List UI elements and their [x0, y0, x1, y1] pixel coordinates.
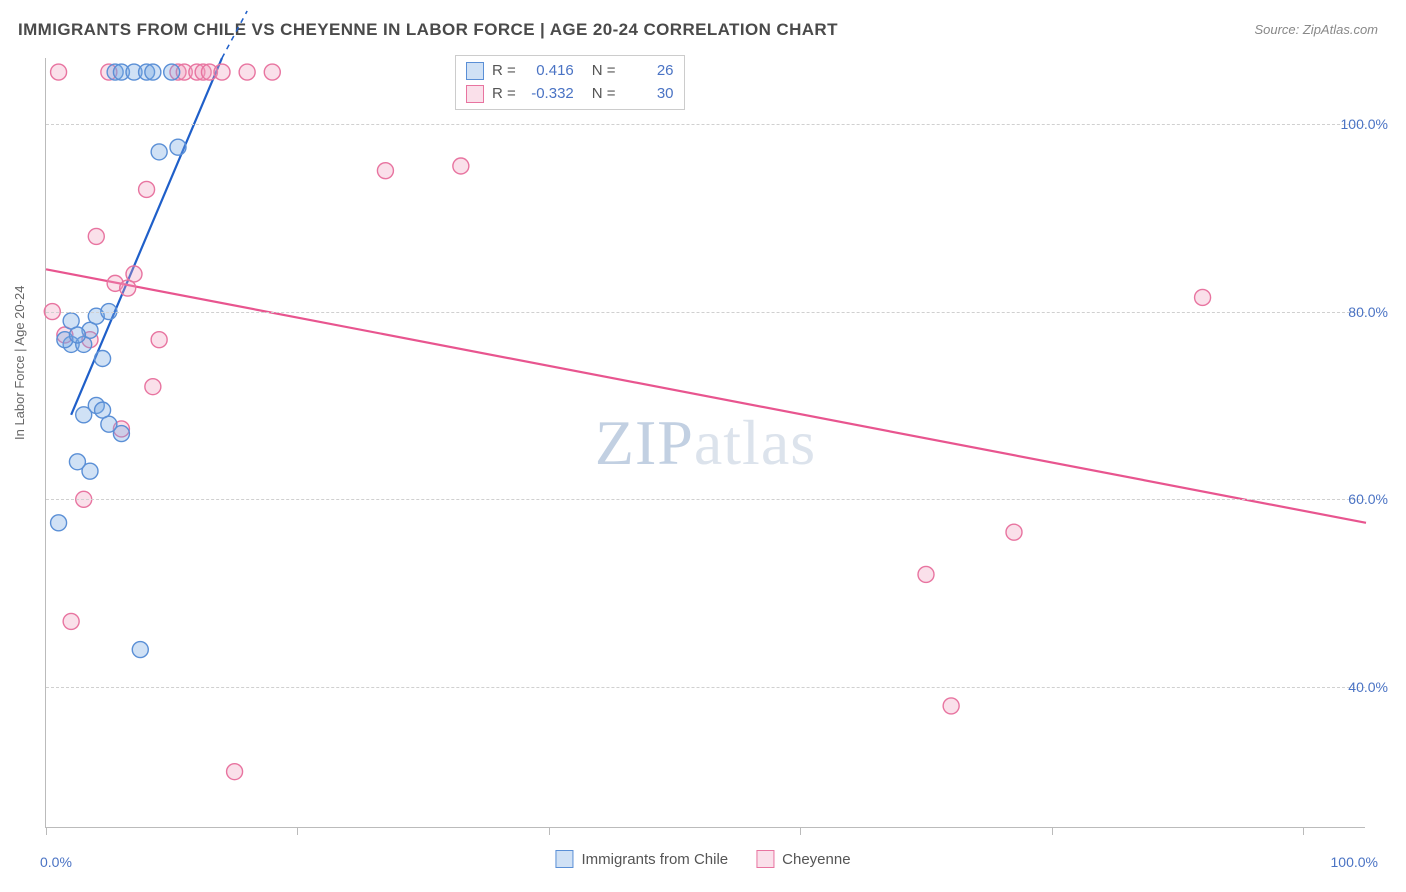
legend-series: Immigrants from Chile Cheyenne [555, 850, 850, 868]
y-axis-label: In Labor Force | Age 20-24 [12, 286, 27, 440]
legend-swatch [756, 850, 774, 868]
x-tick [297, 827, 298, 835]
x-tick-min: 0.0% [40, 854, 72, 870]
data-point [88, 228, 104, 244]
data-point [151, 144, 167, 160]
data-point [943, 698, 959, 714]
data-point [139, 181, 155, 197]
correlation-chart: IMMIGRANTS FROM CHILE VS CHEYENNE IN LAB… [0, 0, 1406, 892]
legend-swatch [466, 62, 484, 80]
data-point [170, 139, 186, 155]
x-tick [800, 827, 801, 835]
data-point [151, 332, 167, 348]
data-point [82, 463, 98, 479]
data-point [264, 64, 280, 80]
chart-title: IMMIGRANTS FROM CHILE VS CHEYENNE IN LAB… [18, 20, 838, 40]
y-tick-label: 80.0% [1348, 304, 1388, 320]
data-point [132, 642, 148, 658]
x-tick [46, 827, 47, 835]
data-point [239, 64, 255, 80]
legend-swatch [555, 850, 573, 868]
data-point [1195, 289, 1211, 305]
legend-r-label: R = [492, 60, 516, 83]
data-point [69, 327, 85, 343]
data-point [51, 515, 67, 531]
legend-n-value: 26 [624, 60, 674, 83]
legend-n-label: N = [592, 83, 616, 106]
x-tick [549, 827, 550, 835]
data-point [227, 764, 243, 780]
legend-series-label: Cheyenne [782, 851, 850, 868]
y-tick-label: 100.0% [1341, 116, 1388, 132]
trend-line [46, 269, 1366, 523]
gridline [46, 687, 1365, 688]
data-point [126, 266, 142, 282]
legend-r-value: 0.416 [524, 60, 574, 83]
source-label: Source: ZipAtlas.com [1254, 22, 1378, 37]
data-point [95, 350, 111, 366]
legend-series-item: Cheyenne [756, 850, 850, 868]
legend-row: R = -0.332 N = 30 [466, 83, 674, 106]
data-point [145, 64, 161, 80]
plot-area: ZIPatlas [45, 58, 1365, 828]
y-tick-label: 60.0% [1348, 491, 1388, 507]
x-tick-max: 100.0% [1331, 854, 1378, 870]
gridline [46, 499, 1365, 500]
legend-series-item: Immigrants from Chile [555, 850, 728, 868]
x-tick [1303, 827, 1304, 835]
data-point [51, 64, 67, 80]
data-point [377, 163, 393, 179]
legend-correlation: R = 0.416 N = 26 R = -0.332 N = 30 [455, 55, 685, 110]
y-tick-label: 40.0% [1348, 679, 1388, 695]
data-point [1006, 524, 1022, 540]
data-point [918, 566, 934, 582]
data-point [113, 426, 129, 442]
legend-r-value: -0.332 [524, 83, 574, 106]
plot-svg [46, 58, 1365, 827]
gridline [46, 124, 1365, 125]
legend-series-label: Immigrants from Chile [581, 851, 728, 868]
legend-r-label: R = [492, 83, 516, 106]
data-point [164, 64, 180, 80]
data-point [63, 613, 79, 629]
gridline [46, 312, 1365, 313]
legend-n-value: 30 [624, 83, 674, 106]
data-point [145, 379, 161, 395]
x-tick [1052, 827, 1053, 835]
legend-n-label: N = [592, 60, 616, 83]
legend-swatch [466, 85, 484, 103]
data-point [214, 64, 230, 80]
legend-row: R = 0.416 N = 26 [466, 60, 674, 83]
data-point [453, 158, 469, 174]
